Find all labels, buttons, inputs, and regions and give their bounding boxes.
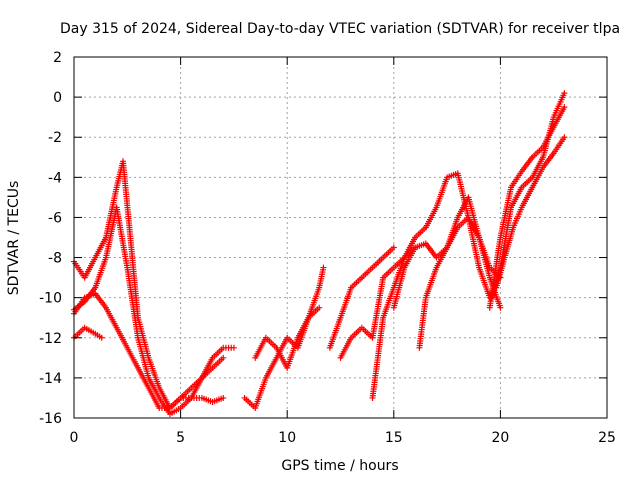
y-axis-label: SDTVAR / TECUs — [6, 181, 22, 296]
data-point — [497, 304, 504, 311]
y-tick-label: -10 — [39, 291, 62, 307]
grid-lines — [74, 57, 607, 418]
x-axis-label: GPS time / hours — [281, 458, 398, 474]
chart-title: Day 315 of 2024, Sidereal Day-to-day VTE… — [60, 21, 620, 37]
x-tick-label: 0 — [70, 430, 79, 446]
x-tick-label: 15 — [385, 430, 403, 446]
data-point — [230, 344, 237, 351]
y-tick-label: -2 — [48, 130, 62, 146]
data-point — [220, 354, 227, 361]
data-point — [316, 304, 323, 311]
x-tick-label: 20 — [491, 430, 509, 446]
series-track-12 — [486, 104, 568, 311]
data-points — [71, 90, 568, 417]
tick-labels: 0 5 10 15 20 25 -16 -14 -12 -10 -8 -6 -4 -2 0 2 — [39, 50, 616, 446]
series-track-1 — [71, 158, 227, 411]
series-track-11 — [416, 214, 504, 351]
data-point — [561, 134, 568, 141]
x-tick-label: 25 — [598, 430, 616, 446]
data-point — [390, 244, 397, 251]
series-track-5 — [241, 264, 327, 411]
series-track-4 — [71, 324, 105, 341]
series-track-7 — [326, 244, 397, 351]
y-tick-label: -6 — [48, 210, 62, 226]
plot-border — [73, 56, 608, 419]
data-point — [98, 334, 105, 341]
data-point — [320, 264, 327, 271]
y-tick-label: -8 — [48, 251, 62, 267]
data-point — [561, 90, 568, 97]
y-tick-label: -16 — [39, 411, 62, 427]
series-track-3 — [71, 290, 227, 411]
series-track-9 — [369, 170, 493, 401]
y-tick-label: -14 — [39, 371, 62, 387]
series-track-6 — [252, 304, 323, 371]
x-tick-label: 5 — [176, 430, 185, 446]
y-tick-label: -4 — [48, 170, 62, 186]
series-track-2 — [71, 204, 237, 417]
data-point — [561, 104, 568, 111]
data-point — [220, 394, 227, 401]
y-tick-label: -12 — [39, 331, 62, 347]
series-track-14 — [493, 134, 568, 291]
x-tick-label: 10 — [278, 430, 296, 446]
plot-frame — [73, 56, 608, 419]
y-tick-label: 2 — [53, 50, 62, 66]
y-tick-label: 0 — [53, 90, 62, 106]
